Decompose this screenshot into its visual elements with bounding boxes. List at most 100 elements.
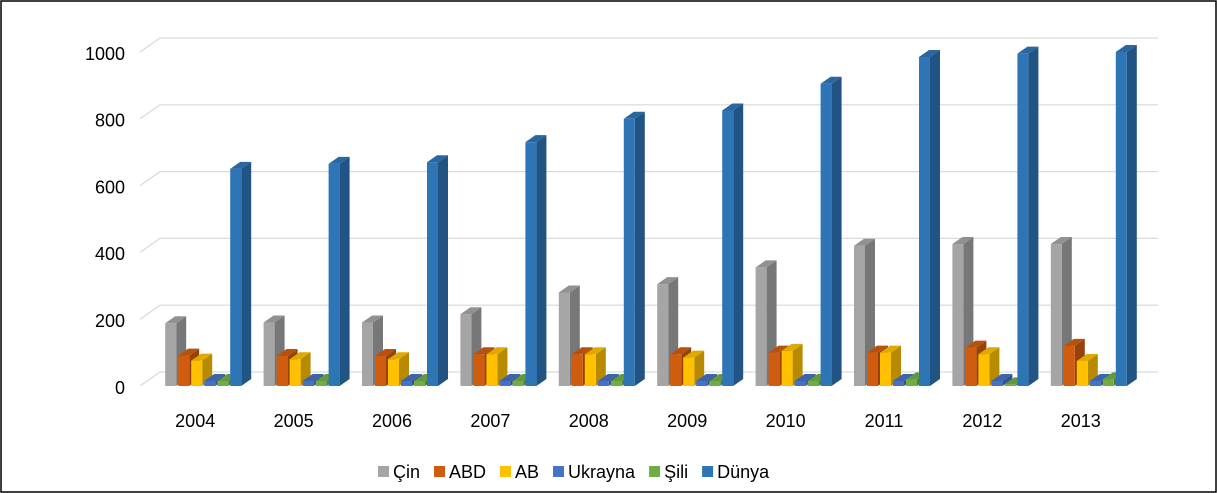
- bar-top: [623, 111, 645, 119]
- bar-top: [289, 352, 311, 360]
- bar-front: [388, 359, 399, 386]
- bar-front: [230, 168, 242, 386]
- bar-top: [1063, 338, 1085, 346]
- bar-top: [952, 237, 974, 245]
- bar: [427, 155, 448, 386]
- bar-top: [375, 348, 396, 356]
- bar-front: [276, 355, 288, 386]
- bar: [486, 347, 508, 386]
- bar-top: [328, 156, 350, 164]
- bar-front: [178, 355, 190, 386]
- grid-line: [139, 37, 1158, 53]
- bar-top: [276, 348, 298, 356]
- bar: [781, 343, 803, 386]
- bar-top: [401, 373, 422, 381]
- bar-top: [722, 103, 744, 111]
- bar-top: [525, 135, 547, 143]
- bar-front: [965, 347, 977, 386]
- bar-front: [375, 355, 386, 386]
- bar-front: [401, 380, 412, 386]
- bar-top: [755, 260, 777, 268]
- bar-top: [893, 373, 914, 381]
- legend-label: Ukrayna: [568, 462, 636, 482]
- bar-front: [880, 352, 891, 386]
- bar-front: [1102, 379, 1114, 386]
- bar-top: [388, 352, 409, 360]
- bar-top: [1115, 45, 1137, 52]
- bar: [820, 76, 842, 386]
- bar-top: [820, 76, 842, 84]
- bar-front: [486, 354, 498, 386]
- legend-label: Dünya: [717, 462, 770, 482]
- bar-front: [1063, 345, 1075, 386]
- bar-top: [486, 347, 508, 355]
- legend-label: ABD: [449, 462, 486, 482]
- y-tick-label: 800: [95, 111, 125, 131]
- bar-side: [930, 50, 940, 386]
- bar-front: [820, 83, 832, 386]
- y-tick-label: 400: [95, 244, 125, 264]
- bar-top: [204, 373, 226, 381]
- bar-front: [1076, 360, 1088, 386]
- legend-swatch: [702, 466, 714, 477]
- bar-front: [657, 284, 669, 386]
- y-tick-label: 1000: [85, 44, 125, 64]
- bar-top: [854, 238, 875, 246]
- bar-top: [965, 340, 987, 348]
- bar-top: [584, 347, 606, 355]
- bar-front: [696, 380, 708, 386]
- bar-front: [1115, 52, 1127, 386]
- bar-top: [696, 373, 718, 381]
- bar-front: [978, 354, 990, 386]
- bar-front: [722, 110, 734, 386]
- bar: [722, 103, 744, 386]
- legend-swatch: [649, 466, 661, 477]
- bar-front: [1017, 53, 1029, 387]
- bar: [230, 161, 252, 386]
- bar-front: [597, 380, 609, 386]
- bar-top: [670, 347, 692, 355]
- bar-front: [854, 245, 865, 386]
- bar-front: [768, 352, 780, 386]
- bar-front: [991, 380, 1003, 386]
- bar-top: [1050, 237, 1072, 245]
- bar-front: [794, 380, 806, 386]
- bar-front: [217, 380, 229, 386]
- bar-front: [328, 163, 340, 386]
- bar: [328, 156, 350, 386]
- bar-front: [571, 354, 583, 386]
- x-tick-label: 2007: [470, 411, 510, 431]
- legend-swatch: [378, 466, 389, 477]
- bar-front: [781, 350, 793, 386]
- bar: [978, 347, 1000, 386]
- bar-front: [165, 323, 177, 386]
- bar-front: [683, 357, 695, 386]
- bar-front: [623, 118, 635, 387]
- bar-front: [807, 380, 819, 386]
- bar-front: [906, 379, 917, 386]
- bar-top: [558, 285, 580, 293]
- bar: [991, 373, 1013, 386]
- bar-side: [1126, 45, 1137, 386]
- bar-side: [438, 155, 448, 386]
- bar-front: [499, 380, 511, 386]
- bar-top: [768, 345, 790, 353]
- bar-side: [634, 111, 645, 387]
- bar-front: [709, 380, 721, 386]
- bar-front: [893, 380, 904, 386]
- bar-top: [597, 373, 619, 381]
- bar-top: [302, 373, 324, 381]
- legend-label: Şili: [664, 462, 688, 482]
- bar-top: [499, 373, 521, 381]
- bar-top: [919, 50, 940, 58]
- x-tick-label: 2004: [175, 411, 215, 431]
- bar: [623, 111, 645, 387]
- bar-front: [558, 292, 570, 386]
- bar-side: [733, 103, 744, 386]
- bar-front: [289, 359, 301, 386]
- bar-side: [989, 347, 1000, 386]
- bar-side: [891, 345, 901, 386]
- x-tick-label: 2008: [569, 411, 609, 431]
- bar-top: [362, 315, 383, 323]
